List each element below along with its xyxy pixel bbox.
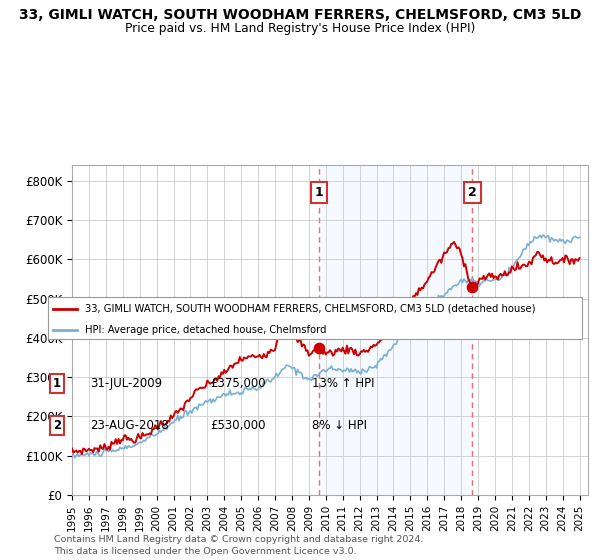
Text: 2: 2 <box>468 186 477 199</box>
Text: £530,000: £530,000 <box>210 419 265 432</box>
Text: 1: 1 <box>314 186 323 199</box>
Text: Price paid vs. HM Land Registry's House Price Index (HPI): Price paid vs. HM Land Registry's House … <box>125 22 475 35</box>
Text: HPI: Average price, detached house, Chelmsford: HPI: Average price, detached house, Chel… <box>85 325 327 334</box>
Text: 23-AUG-2018: 23-AUG-2018 <box>90 419 169 432</box>
Point <box>467 282 477 291</box>
Text: 33, GIMLI WATCH, SOUTH WOODHAM FERRERS, CHELMSFORD, CM3 5LD: 33, GIMLI WATCH, SOUTH WOODHAM FERRERS, … <box>19 8 581 22</box>
Text: 33, GIMLI WATCH, SOUTH WOODHAM FERRERS, CHELMSFORD, CM3 5LD (detached house): 33, GIMLI WATCH, SOUTH WOODHAM FERRERS, … <box>85 304 536 314</box>
Text: Contains HM Land Registry data © Crown copyright and database right 2024.
This d: Contains HM Land Registry data © Crown c… <box>54 535 424 556</box>
Bar <box>319 165 472 495</box>
Text: £375,000: £375,000 <box>210 377 266 390</box>
Text: 31-JUL-2009: 31-JUL-2009 <box>90 377 162 390</box>
Text: 1: 1 <box>53 377 61 390</box>
Text: 2: 2 <box>53 419 61 432</box>
Text: 13% ↑ HPI: 13% ↑ HPI <box>312 377 374 390</box>
Point <box>314 343 323 352</box>
Text: 8% ↓ HPI: 8% ↓ HPI <box>312 419 367 432</box>
